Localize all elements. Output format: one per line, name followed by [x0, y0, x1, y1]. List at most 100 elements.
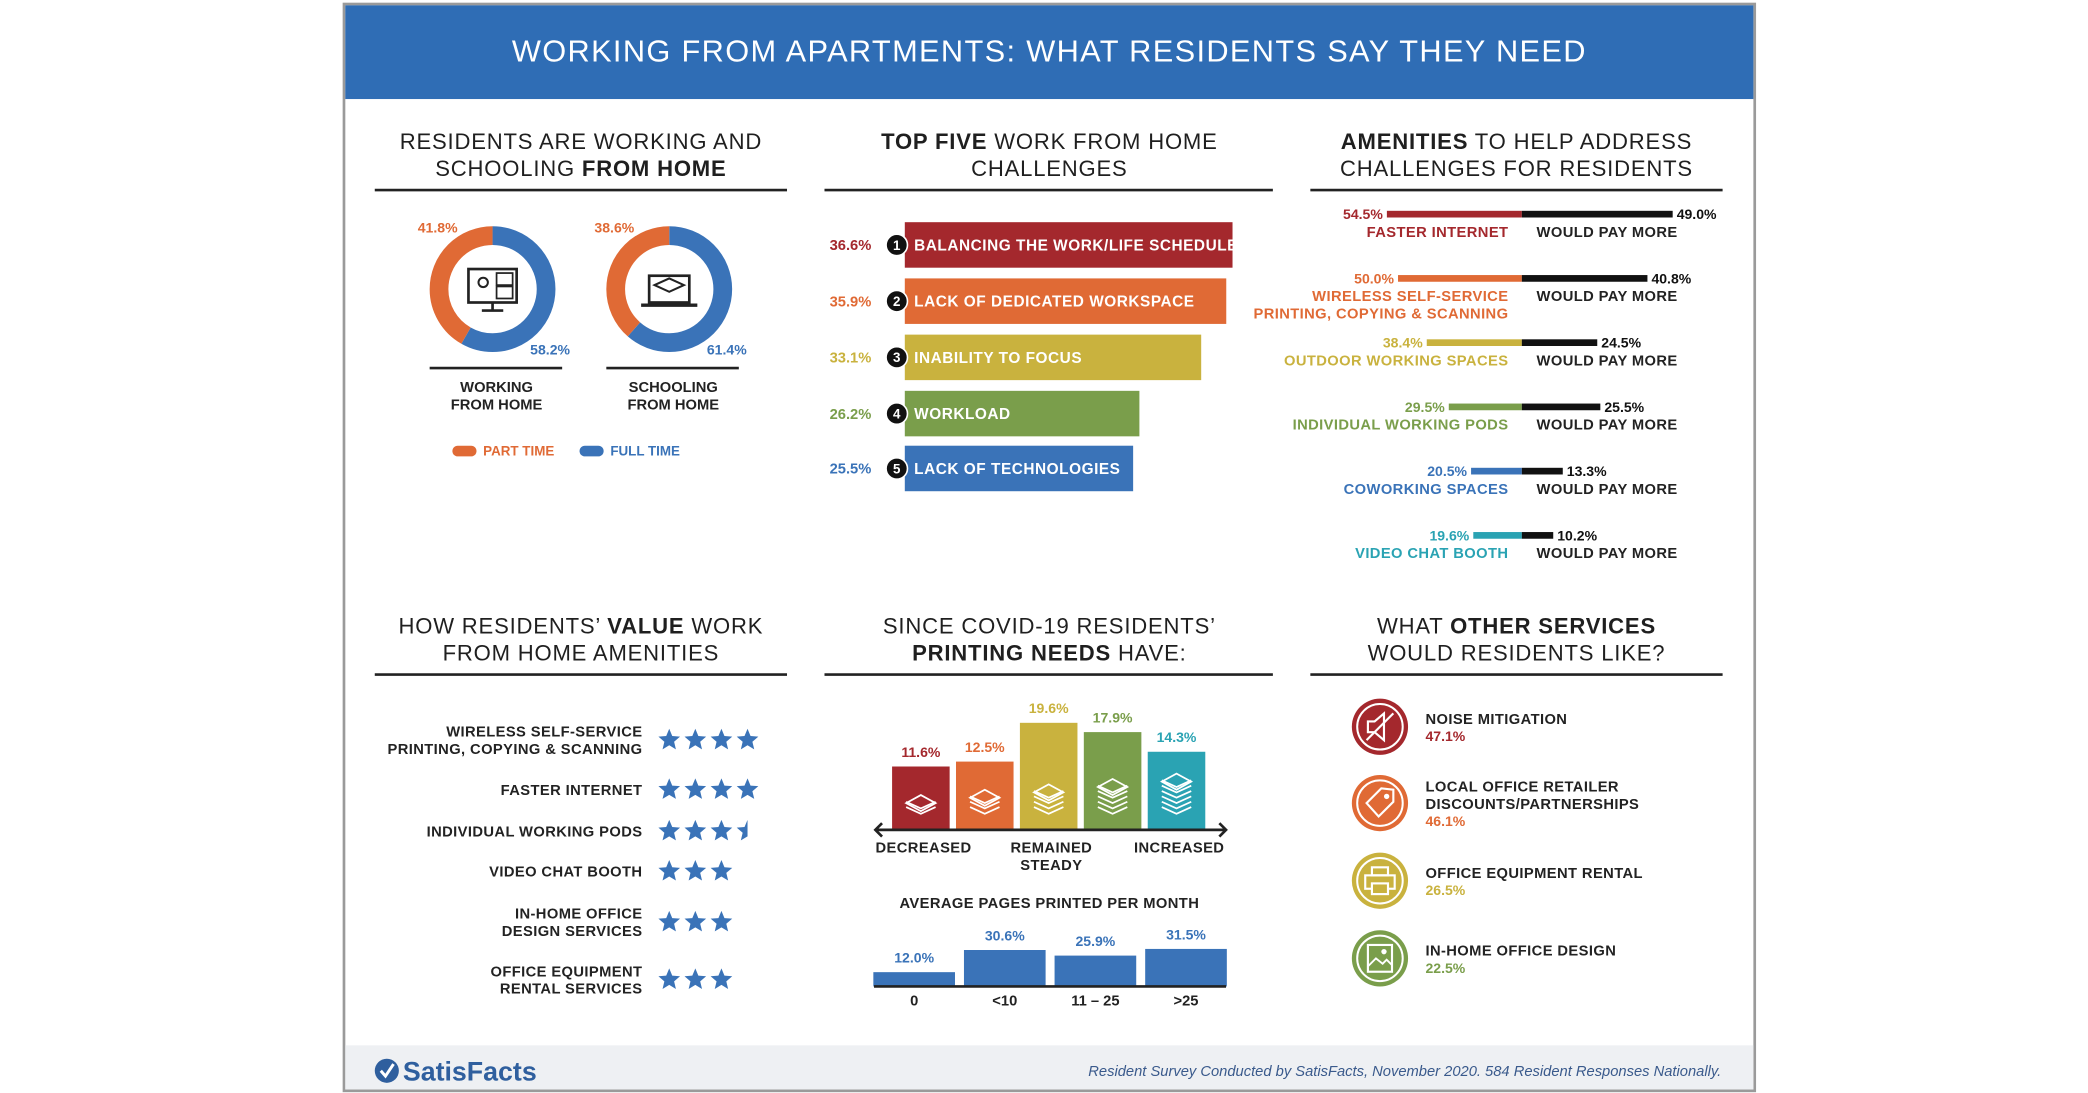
- chart-title-part: SCHOOLING: [435, 156, 582, 181]
- icon: [1367, 957, 1393, 968]
- bar: [1019, 722, 1078, 830]
- donut-segment: [606, 226, 733, 353]
- x-tick-label: 11 – 25: [1071, 994, 1119, 1010]
- icon: [495, 285, 514, 300]
- bar: [1473, 532, 1522, 539]
- category-label: OUTDOOR WORKING SPACES: [1284, 353, 1508, 369]
- chart-title: WOULD RESIDENTS LIKE?: [1368, 640, 1666, 665]
- icon: [652, 277, 687, 293]
- service-name: NOISE MITIGATION: [1425, 712, 1567, 728]
- icon: [1161, 806, 1192, 815]
- icon: [1033, 806, 1064, 815]
- legend-label: PART TIME: [483, 443, 554, 458]
- value-label: 25.9%: [1075, 933, 1115, 949]
- value-label: 54.5%: [1343, 206, 1383, 222]
- value-label: 14.3%: [1157, 729, 1197, 745]
- value-label: 50.0%: [1354, 270, 1394, 286]
- value-label: 12.5%: [965, 739, 1005, 755]
- rank-number: 2: [893, 294, 900, 309]
- icon: [1097, 795, 1128, 805]
- star: [658, 819, 681, 841]
- chart-title: FROM HOME AMENITIES: [443, 640, 720, 665]
- bar: [1471, 467, 1522, 475]
- chart-title: PRINTING NEEDS HAVE:: [912, 640, 1187, 665]
- category-label: PRINTING, COPYING & SCANNING: [388, 742, 643, 758]
- footnote: Resident Survey Conducted by SatisFacts,…: [1088, 1064, 1721, 1080]
- value-label: 30.6%: [985, 927, 1025, 943]
- star: [736, 778, 759, 799]
- chart-title-part: HAVE:: [1111, 640, 1187, 665]
- bar: [1521, 339, 1598, 346]
- value-label: 12.0%: [894, 949, 934, 965]
- legend-swatch: [452, 445, 477, 457]
- chart-title-part: RESIDENTS ARE WORKING AND: [400, 129, 762, 154]
- bar: [892, 766, 950, 830]
- star: [684, 910, 707, 932]
- star: [684, 859, 707, 881]
- star: [658, 859, 681, 881]
- category-label: INDIVIDUAL WORKING PODS: [1293, 418, 1509, 434]
- bar: [1386, 210, 1522, 218]
- icon: [1097, 784, 1128, 794]
- bar-label: WORKLOAD: [914, 406, 1011, 423]
- donut-label: 61.4%: [707, 341, 747, 357]
- bar: [904, 222, 1233, 268]
- value-label: 26.2%: [830, 407, 872, 423]
- category-label: VIDEO CHAT BOOTH: [1355, 546, 1508, 562]
- footer-band: [345, 1045, 1754, 1090]
- x-tick-label: >25: [1174, 994, 1199, 1010]
- service-value: 46.1%: [1425, 813, 1465, 829]
- x-tick-label: <10: [992, 994, 1017, 1010]
- icon: [1366, 943, 1394, 973]
- category-label: OFFICE EQUIPMENT: [490, 964, 642, 980]
- service-name: IN-HOME OFFICE DESIGN: [1425, 944, 1616, 960]
- x-tick-label: REMAINED: [1011, 840, 1093, 856]
- bar-label: BALANCING THE WORK/LIFE SCHEDULE: [914, 237, 1238, 254]
- bar: [1521, 532, 1554, 539]
- chart-title-part: TOP FIVE: [881, 129, 987, 154]
- service-icon-ring: [1356, 856, 1404, 905]
- service-name: LOCAL OFFICE RETAILER: [1425, 780, 1619, 796]
- donut-label: 41.8%: [418, 220, 458, 236]
- series-label: WOULD PAY MORE: [1537, 482, 1678, 498]
- bar-label: LACK OF TECHNOLOGIES: [914, 461, 1120, 478]
- icon: [1161, 784, 1192, 794]
- icon: [1096, 777, 1130, 797]
- icon: [905, 806, 936, 815]
- value-label: 19.6%: [1429, 527, 1469, 543]
- icon: [1097, 806, 1128, 815]
- value-label: 35.9%: [830, 294, 872, 310]
- chart-title: CHALLENGES: [971, 156, 1127, 181]
- icon: [1365, 712, 1395, 741]
- category-label: COWORKING SPACES: [1344, 482, 1509, 498]
- star: [710, 728, 733, 750]
- rank-badge: [885, 289, 909, 313]
- icon: [477, 276, 489, 289]
- category-label: VIDEO CHAT BOOTH: [489, 865, 642, 881]
- value-label: 38.4%: [1383, 335, 1423, 351]
- chart-title-part: FROM HOME: [582, 156, 727, 181]
- x-tick-label: 0: [910, 994, 918, 1010]
- value-label: 33.1%: [830, 351, 872, 367]
- x-tick-label: SCHOOLING: [629, 380, 718, 396]
- icon: [1370, 866, 1390, 877]
- x-tick-label: INCREASED: [1134, 840, 1224, 856]
- star: [710, 859, 733, 881]
- rank-badge: [885, 456, 909, 480]
- chart-title-part: PRINTING NEEDS: [912, 640, 1111, 665]
- bar: [1083, 732, 1142, 830]
- icon: [495, 272, 514, 286]
- icon: [647, 274, 691, 304]
- bar: [904, 390, 1140, 437]
- icon: [1161, 779, 1192, 788]
- logo-check: [379, 1063, 395, 1079]
- service-name: OFFICE EQUIPMENT RENTAL: [1425, 866, 1642, 882]
- series-label: WOULD PAY MORE: [1537, 289, 1678, 305]
- service-value: 47.1%: [1425, 728, 1465, 744]
- rating-stars: [658, 819, 748, 841]
- bar: [873, 972, 955, 987]
- axis-arrow: [1218, 822, 1228, 838]
- bar: [904, 334, 1202, 381]
- bar: [1521, 403, 1601, 411]
